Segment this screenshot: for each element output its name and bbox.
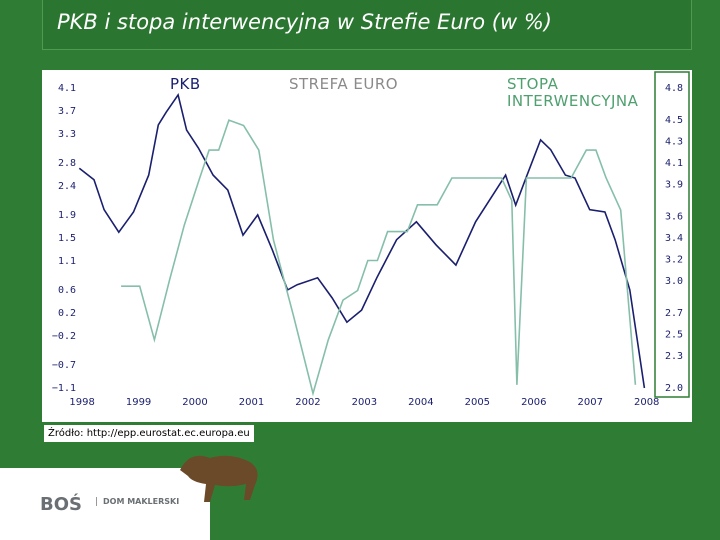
x-tick-label: 1999	[126, 397, 151, 408]
y2-tick-label: 4.8	[665, 83, 683, 94]
y2-tick-label: 3.4	[665, 233, 683, 244]
y2-tick-label: 2.5	[665, 329, 683, 340]
y-tick-label: 0.6	[58, 285, 76, 296]
x-tick-label: 2002	[295, 397, 320, 408]
y2-tick-label: 3.2	[665, 254, 683, 265]
y-tick-label: 4.1	[58, 83, 76, 94]
y2-tick-label: 3.9	[665, 179, 683, 190]
legend-pkb: PKB	[170, 75, 201, 93]
legend-rate: STOPA INTERWENCYJNA	[507, 75, 639, 110]
y2-tick-label: 4.5	[665, 115, 683, 126]
x-tick-label: 2007	[578, 397, 603, 408]
y-tick-label: −0.7	[52, 360, 76, 371]
x-tick-label: 2004	[408, 397, 433, 408]
chart-subtitle: STREFA EURO	[289, 75, 399, 93]
footer-band	[0, 468, 210, 540]
slide-title: PKB i stopa interwencyjna w Strefie Euro…	[42, 0, 692, 50]
y-tick-label: −1.1	[52, 383, 76, 394]
y2-tick-label: 3.0	[665, 276, 683, 287]
source-note: Źródło: http://epp.eurostat.ec.europa.eu	[44, 425, 254, 442]
series-line	[78, 92, 646, 389]
y-tick-label: 3.3	[58, 129, 76, 140]
x-tick-label: 2000	[182, 397, 207, 408]
y-tick-label: −0.2	[52, 331, 76, 342]
y-tick-label: 1.5	[58, 233, 76, 244]
series-line	[121, 119, 637, 397]
x-tick-label: 2003	[352, 397, 377, 408]
y-tick-label: 2.4	[58, 181, 76, 192]
y-tick-label: 3.7	[58, 106, 76, 117]
y2-tick-label: 2.0	[665, 383, 683, 394]
bull-shape	[180, 455, 258, 502]
brand-subtitle: DOM MAKLERSKI	[96, 497, 179, 506]
y2-tick-label: 2.3	[665, 351, 683, 362]
y-tick-label: 0.2	[58, 308, 76, 319]
y2-tick-label: 4.1	[665, 158, 683, 169]
y-tick-label: 1.9	[58, 210, 76, 221]
y2-tick-label: 3.6	[665, 212, 683, 223]
x-tick-label: 2001	[239, 397, 264, 408]
y2-tick-label: 4.3	[665, 137, 683, 148]
chart: 4.1 3.7 3.3 2.8 2.4 1.9 1.5 1.1 0.6 0.2 −0.2 −0.7 −1…	[52, 71, 690, 408]
chart-panel: 4.1 3.7 3.3 2.8 2.4 1.9 1.5 1.1 0.6 0.2 −0.2 −0.7 −1…	[42, 70, 692, 422]
bull-icon	[180, 455, 258, 502]
y-tick-label: 2.8	[58, 158, 76, 169]
y2-tick-label: 2.7	[665, 308, 683, 319]
x-tick-label: 2005	[465, 397, 490, 408]
x-tick-label: 2006	[521, 397, 546, 408]
brand-logo: BOŚ	[40, 494, 82, 515]
x-tick-label: 1998	[69, 397, 94, 408]
x-tick-label: 2008	[634, 397, 659, 408]
right-axis-box	[654, 71, 690, 398]
y-tick-label: 1.1	[58, 256, 76, 267]
